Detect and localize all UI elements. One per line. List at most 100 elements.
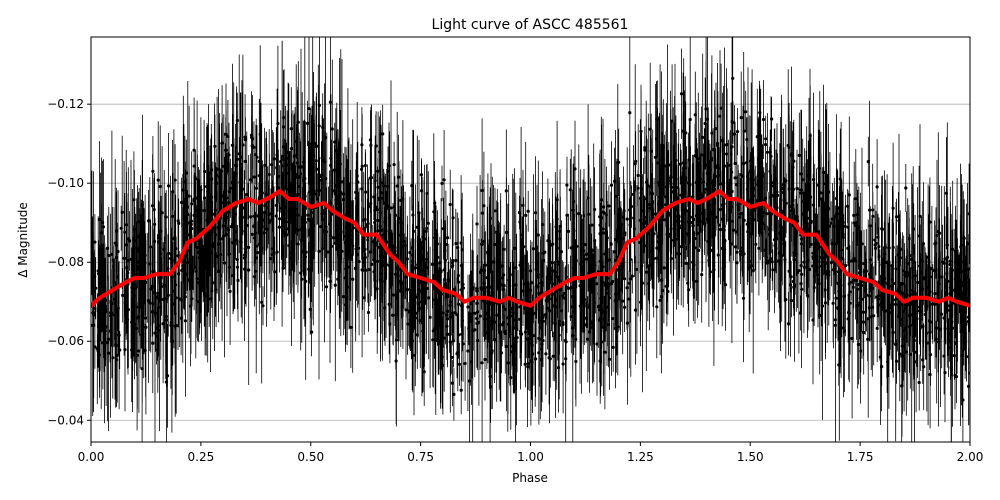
data-point	[426, 221, 430, 225]
data-point	[854, 278, 859, 282]
data-point	[321, 125, 325, 129]
data-point	[548, 260, 552, 264]
data-point	[492, 242, 497, 247]
data-point	[439, 269, 443, 273]
data-point	[514, 266, 518, 270]
data-point	[502, 320, 506, 325]
data-point	[349, 325, 353, 329]
data-point	[459, 241, 463, 245]
data-point	[252, 224, 256, 228]
data-point	[963, 315, 967, 319]
data-point	[856, 283, 860, 287]
data-point	[158, 305, 162, 309]
data-point	[329, 244, 334, 248]
data-point	[793, 283, 797, 287]
x-tick-label: 0.75	[407, 450, 434, 464]
data-point	[629, 277, 633, 281]
data-point	[578, 304, 582, 308]
data-point	[450, 265, 454, 269]
data-point	[960, 353, 964, 357]
data-point	[174, 247, 178, 251]
data-point	[852, 257, 856, 261]
data-point	[278, 217, 282, 221]
data-point	[155, 295, 159, 300]
data-point	[445, 332, 449, 336]
data-point	[103, 287, 107, 292]
data-point	[388, 322, 392, 326]
data-point	[702, 159, 707, 163]
data-point	[563, 291, 567, 295]
data-point	[227, 153, 231, 157]
data-point	[636, 173, 640, 178]
data-point	[460, 248, 464, 252]
data-point	[301, 250, 305, 254]
data-point	[706, 183, 710, 187]
data-point	[322, 211, 327, 215]
data-point	[636, 186, 640, 190]
data-point	[299, 172, 303, 176]
data-point	[180, 200, 184, 205]
data-point	[303, 255, 307, 259]
data-point	[704, 187, 708, 191]
data-point	[128, 239, 132, 243]
data-point	[612, 250, 616, 254]
data-point	[625, 321, 630, 325]
data-point	[721, 266, 725, 271]
data-point	[816, 278, 820, 282]
data-point	[203, 169, 207, 174]
data-point	[320, 247, 324, 251]
data-point	[209, 297, 213, 301]
data-point	[717, 223, 721, 227]
data-point	[592, 261, 596, 265]
data-point	[309, 150, 313, 154]
data-point	[518, 305, 522, 309]
data-point	[861, 310, 866, 314]
data-point	[347, 265, 351, 269]
data-point	[130, 332, 135, 336]
data-point	[808, 156, 812, 160]
data-point	[420, 189, 424, 193]
data-point	[623, 233, 627, 237]
data-point	[719, 207, 723, 212]
data-point	[540, 342, 544, 346]
data-point	[228, 289, 232, 293]
y-axis-ticks: −0.04−0.06−0.08−0.10−0.12	[47, 97, 91, 427]
data-point	[834, 196, 839, 201]
data-point	[579, 307, 583, 311]
data-point	[621, 215, 626, 219]
data-point	[320, 156, 324, 160]
data-point	[947, 346, 951, 350]
data-point	[644, 270, 648, 274]
data-point	[552, 282, 557, 286]
data-point	[716, 253, 720, 257]
data-point	[193, 219, 197, 223]
data-point	[893, 302, 898, 306]
data-point	[432, 210, 436, 214]
data-point	[376, 185, 380, 189]
data-point	[143, 348, 147, 353]
data-point	[183, 236, 187, 240]
data-point	[558, 288, 563, 292]
data-point	[808, 195, 813, 199]
data-point	[799, 188, 803, 192]
data-point	[962, 236, 966, 240]
data-point	[506, 361, 510, 365]
data-point	[435, 320, 439, 324]
data-point	[362, 256, 366, 260]
data-point	[601, 227, 605, 231]
data-point	[530, 343, 534, 347]
data-point	[456, 246, 460, 250]
data-point	[486, 323, 490, 327]
data-point	[351, 244, 355, 248]
data-point	[375, 208, 380, 212]
data-point	[739, 173, 743, 177]
data-point	[205, 218, 209, 222]
data-point	[288, 212, 292, 216]
data-point	[135, 305, 139, 309]
data-point	[448, 340, 452, 344]
data-point	[731, 76, 735, 80]
data-point	[958, 268, 962, 272]
data-point	[263, 204, 267, 208]
data-point	[748, 260, 752, 264]
data-point	[457, 302, 461, 306]
